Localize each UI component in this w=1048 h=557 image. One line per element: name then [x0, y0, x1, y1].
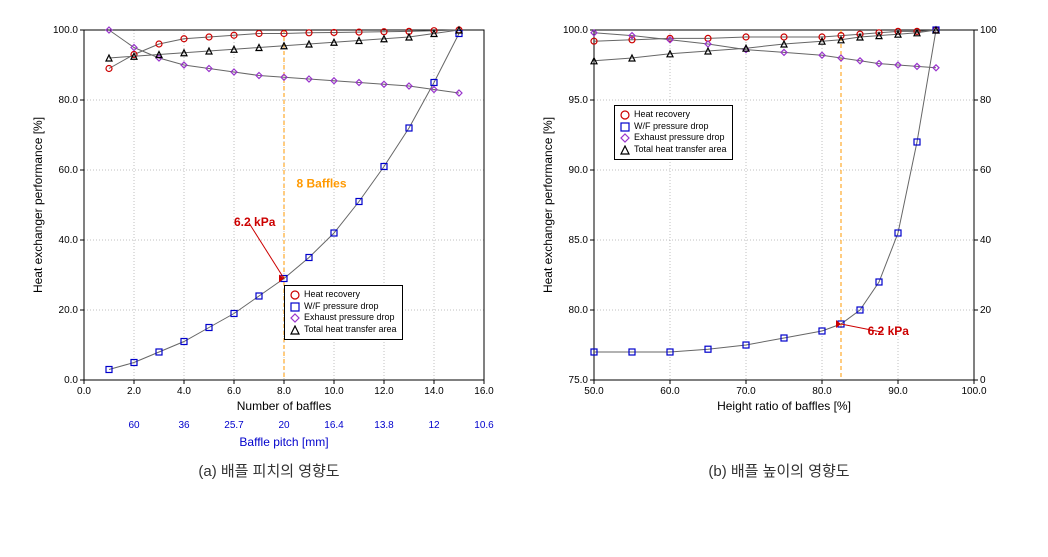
legend: Heat recoveryW/F pressure dropExhaust pr…: [284, 285, 403, 340]
svg-text:12: 12: [428, 420, 440, 431]
svg-text:40.0: 40.0: [59, 235, 79, 246]
svg-text:12.0: 12.0: [374, 386, 394, 397]
svg-text:20.0: 20.0: [59, 305, 79, 316]
svg-text:60.0: 60.0: [59, 165, 79, 176]
legend-item: Total heat transfer area: [290, 324, 397, 336]
svg-text:6.2 kPa: 6.2 kPa: [234, 215, 276, 229]
svg-text:6.0: 6.0: [227, 386, 241, 397]
svg-text:16.0: 16.0: [474, 386, 494, 397]
svg-text:0: 0: [980, 375, 986, 386]
svg-text:80: 80: [980, 95, 992, 106]
legend-item: Exhaust pressure drop: [290, 312, 397, 324]
legend-item: Exhaust pressure drop: [620, 132, 727, 144]
svg-text:50.0: 50.0: [584, 386, 604, 397]
svg-text:20: 20: [278, 420, 290, 431]
svg-text:Height ratio of baffles [%]: Height ratio of baffles [%]: [717, 399, 851, 413]
svg-text:Baffle pitch [mm]: Baffle pitch [mm]: [239, 435, 328, 449]
svg-text:13.8: 13.8: [374, 420, 394, 431]
chart-b: 75.0 80.0 85.0 90.0 95.0 100.0 50.0 60.0 70.0 80.…: [534, 10, 1024, 450]
svg-text:10.0: 10.0: [324, 386, 344, 397]
caption-a: (a) 배플 피치의 영향도: [198, 460, 339, 481]
svg-text:Heat exchanger performance [%]: Heat exchanger performance [%]: [31, 117, 45, 293]
legend-item: W/F pressure drop: [620, 121, 727, 133]
chart-a: 0.0 20.0 40.0 60.0 80.0 100.0 0.0 2.0 4.0 6.0 8.0 1…: [24, 10, 514, 450]
svg-text:25.7: 25.7: [224, 420, 244, 431]
svg-text:75.0: 75.0: [569, 375, 589, 386]
svg-text:80.0: 80.0: [812, 386, 832, 397]
svg-text:100.0: 100.0: [53, 25, 78, 36]
svg-text:80.0: 80.0: [59, 95, 79, 106]
svg-text:85.0: 85.0: [569, 235, 589, 246]
svg-text:10.6: 10.6: [474, 420, 494, 431]
svg-text:6.2 kPa: 6.2 kPa: [868, 324, 910, 338]
svg-text:60: 60: [980, 165, 992, 176]
legend-item: Heat recovery: [620, 109, 727, 121]
figure-container: 0.0 20.0 40.0 60.0 80.0 100.0 0.0 2.0 4.0 6.0 8.0 1…: [10, 10, 1038, 481]
svg-text:0.0: 0.0: [64, 375, 78, 386]
svg-text:14.0: 14.0: [424, 386, 444, 397]
svg-text:20: 20: [980, 305, 992, 316]
svg-text:8 Baffles: 8 Baffles: [297, 177, 347, 191]
svg-text:4.0: 4.0: [177, 386, 191, 397]
svg-text:16.4: 16.4: [324, 420, 344, 431]
panel-b: 75.0 80.0 85.0 90.0 95.0 100.0 50.0 60.0 70.0 80.…: [534, 10, 1024, 481]
svg-text:60.0: 60.0: [660, 386, 680, 397]
svg-text:8.0: 8.0: [277, 386, 291, 397]
svg-text:Heat exchanger performance [%]: Heat exchanger performance [%]: [541, 117, 555, 293]
svg-text:60: 60: [128, 420, 140, 431]
svg-text:Number of baffles: Number of baffles: [237, 399, 332, 413]
legend-item: W/F pressure drop: [290, 301, 397, 313]
svg-text:70.0: 70.0: [736, 386, 756, 397]
legend: Heat recoveryW/F pressure dropExhaust pr…: [614, 105, 733, 160]
svg-text:36: 36: [178, 420, 190, 431]
caption-b: (b) 배플 높이의 영향도: [708, 460, 849, 481]
svg-text:100.0: 100.0: [563, 25, 588, 36]
svg-text:40: 40: [980, 235, 992, 246]
panel-a: 0.0 20.0 40.0 60.0 80.0 100.0 0.0 2.0 4.0 6.0 8.0 1…: [24, 10, 514, 481]
svg-text:100.0: 100.0: [961, 386, 986, 397]
svg-text:90.0: 90.0: [569, 165, 589, 176]
legend-item: Total heat transfer area: [620, 144, 727, 156]
svg-text:100: 100: [980, 25, 997, 36]
svg-text:80.0: 80.0: [569, 305, 589, 316]
svg-text:2.0: 2.0: [127, 386, 141, 397]
svg-text:0.0: 0.0: [77, 386, 91, 397]
svg-text:90.0: 90.0: [888, 386, 908, 397]
svg-text:95.0: 95.0: [569, 95, 589, 106]
legend-item: Heat recovery: [290, 289, 397, 301]
